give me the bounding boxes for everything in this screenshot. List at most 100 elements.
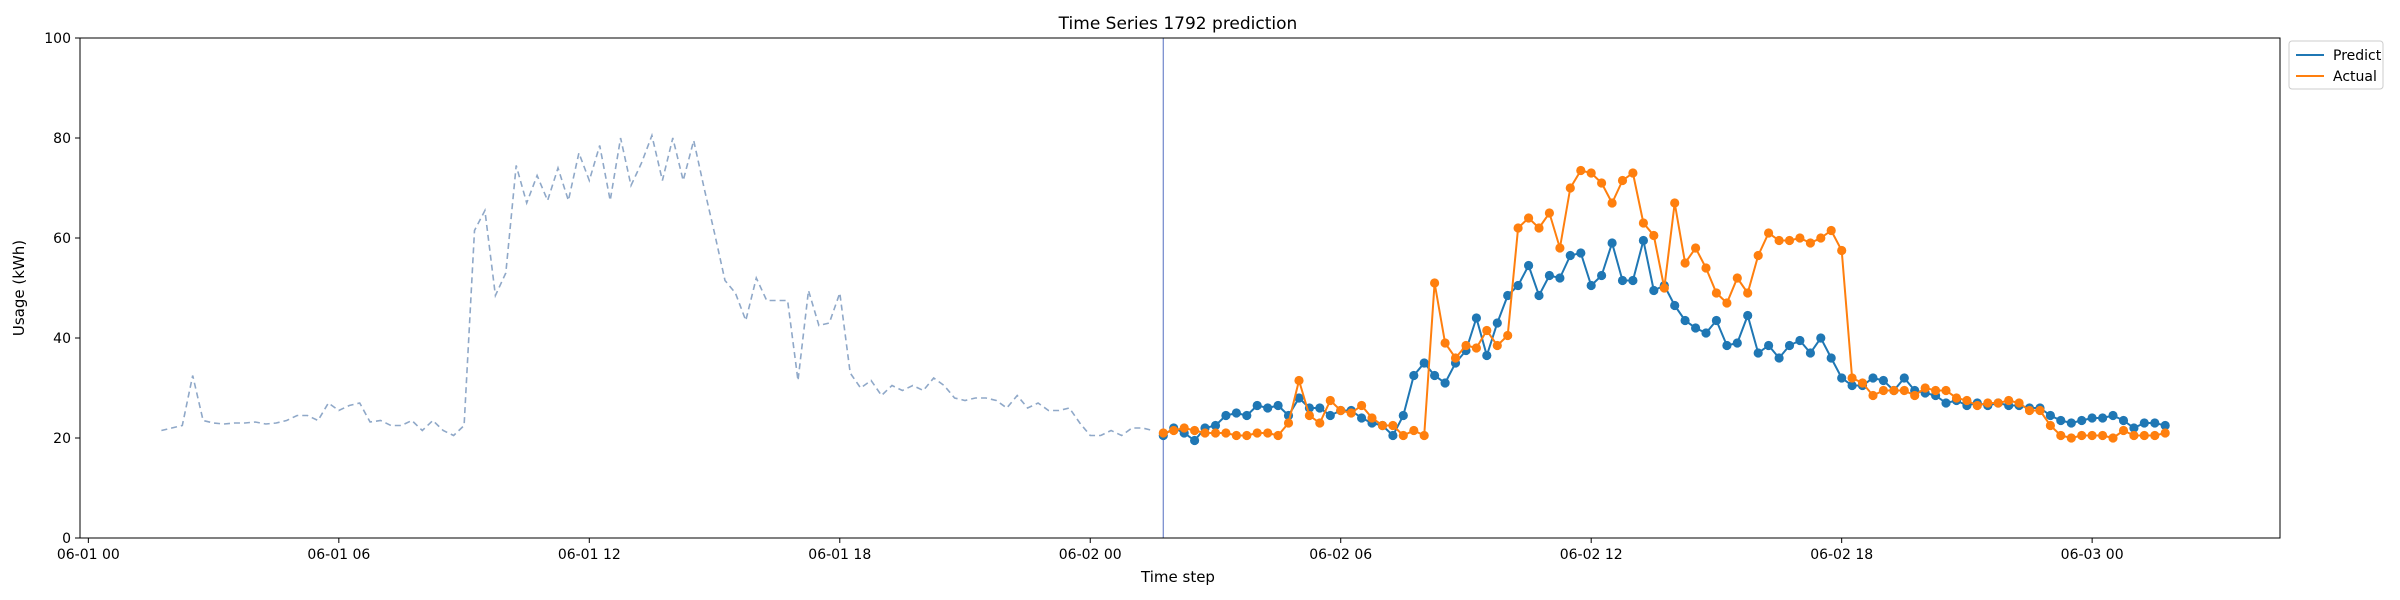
actual-point	[1304, 410, 1314, 421]
actual-point	[1263, 428, 1273, 438]
actual-point	[1409, 425, 1419, 436]
predict-point	[1638, 235, 1648, 246]
actual-point	[1524, 213, 1534, 223]
actual-point	[1659, 283, 1669, 293]
predict-point	[1899, 373, 1909, 383]
actual-point	[2098, 430, 2108, 441]
actual-point	[1482, 325, 1492, 336]
predict-point	[1503, 290, 1513, 301]
actual-point	[1941, 385, 1951, 396]
predict-point	[1357, 413, 1367, 423]
predict-point	[2129, 423, 2139, 433]
predict-point	[1617, 275, 1628, 286]
actual-point	[1826, 225, 1836, 236]
actual-point	[1294, 375, 1304, 386]
predict-point	[1555, 273, 1565, 283]
actual-point	[1398, 430, 1408, 441]
actual-point	[1242, 430, 1252, 441]
actual-point	[1889, 385, 1899, 396]
actual-point	[2045, 420, 2055, 431]
x-axis-label: Time step	[1140, 568, 1215, 586]
actual-point	[1544, 208, 1554, 218]
actual-point	[1795, 233, 1805, 243]
actual-point	[1691, 243, 1701, 253]
predict-point	[2077, 415, 2087, 426]
predict-point	[1273, 400, 1283, 411]
predict-point	[1701, 328, 1711, 338]
actual-point	[1315, 418, 1325, 428]
legend: Predict Actual	[2288, 40, 2384, 90]
plot-area	[161, 38, 2170, 538]
predict-point	[1325, 410, 1335, 421]
predict-point	[1878, 375, 1888, 386]
x-tick-label: 06-01 00	[57, 547, 120, 563]
actual-point	[1805, 238, 1815, 248]
actual-point	[1983, 398, 1993, 408]
predict-point	[1210, 420, 1221, 431]
actual-point	[1711, 288, 1721, 298]
history-series-line	[161, 132, 1154, 437]
predict-point	[1753, 348, 1763, 358]
y-tick-label: 0	[62, 531, 71, 547]
actual-point	[1753, 250, 1763, 261]
actual-point	[1169, 425, 1179, 436]
predict-point	[2098, 413, 2108, 423]
x-tick-label: 06-01 18	[808, 547, 871, 563]
predict-point	[2087, 413, 2097, 423]
x-tick-label: 06-02 06	[1309, 547, 1372, 563]
predict-point	[1597, 270, 1607, 281]
actual-point	[1492, 340, 1502, 351]
actual-point	[1388, 420, 1398, 431]
predict-point	[1242, 410, 1252, 421]
plot-frame	[79, 37, 2281, 539]
predict-point	[1868, 373, 1878, 383]
x-tick-label: 06-02 00	[1059, 547, 1122, 563]
actual-point	[2118, 425, 2129, 436]
legend-label-predict: Predict	[2333, 48, 2382, 64]
actual-point	[1565, 183, 1575, 193]
actual-point	[1931, 385, 1941, 396]
actual-point	[1503, 330, 1513, 341]
actual-point	[2077, 430, 2087, 441]
predict-point	[1263, 403, 1273, 413]
predict-point	[1471, 313, 1481, 323]
predict-point	[1732, 338, 1742, 348]
actual-point	[1774, 235, 1784, 246]
predict-point	[2066, 418, 2076, 428]
actual-point	[1461, 340, 1471, 351]
predict-point	[1784, 340, 1795, 351]
actual-point	[1743, 288, 1753, 298]
actual-point	[1722, 298, 1732, 308]
predict-point	[1430, 370, 1440, 381]
actual-point	[1513, 223, 1523, 233]
actual-point	[2129, 430, 2139, 441]
actual-point	[2024, 405, 2035, 416]
predict-point	[2108, 410, 2118, 421]
actual-point	[1899, 385, 1909, 396]
x-axis: 06-01 00 06-01 06 06-01 12 06-01 18 06-02 00…	[57, 538, 2124, 563]
actual-point	[1951, 393, 1962, 403]
actual-point	[1847, 373, 1857, 383]
x-tick-label: 06-01 06	[307, 547, 370, 563]
actual-point	[1346, 408, 1356, 418]
actual-point	[1179, 423, 1189, 433]
predict-point	[1576, 248, 1586, 258]
predict-point	[2139, 418, 2149, 428]
actual-point	[1325, 395, 1335, 406]
chart-title: Time Series 1792 prediction	[1058, 14, 1298, 34]
actual-point	[1993, 398, 2003, 408]
actual-point	[1357, 400, 1367, 411]
predict-point	[1743, 310, 1753, 321]
actual-point	[1607, 198, 1617, 208]
actual-point	[2160, 428, 2170, 438]
y-tick-label: 60	[53, 231, 71, 247]
actual-point	[1628, 168, 1638, 178]
predict-point	[1544, 270, 1554, 281]
predict-point	[1680, 315, 1690, 326]
actual-point	[1273, 430, 1283, 441]
actual-point	[1920, 383, 1930, 393]
predict-point	[1847, 380, 1857, 391]
actual-point	[2150, 430, 2160, 441]
actual-point	[2004, 395, 2014, 406]
